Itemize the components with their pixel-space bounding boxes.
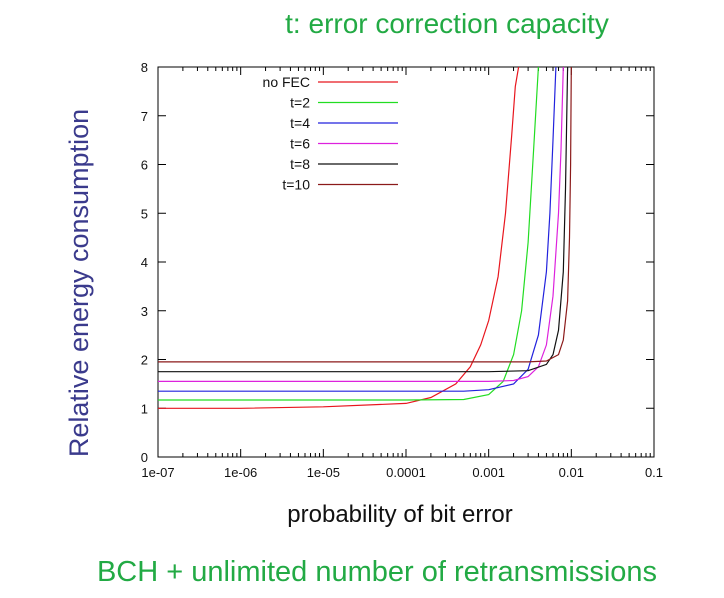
y-tick-label: 8	[141, 60, 148, 75]
y-tick-label: 4	[141, 255, 148, 270]
legend-label: t=10	[282, 177, 310, 193]
y-axis-label: Relative energy consumption	[64, 109, 94, 457]
series-lines	[158, 66, 572, 409]
x-axis-label: probability of bit error	[287, 501, 512, 528]
ticks	[157, 66, 655, 458]
y-tick-label: 3	[141, 304, 148, 319]
x-tick-labels: 1e-07 1e-06 1e-05 0.0001 0.001 0.01 0.1	[141, 465, 663, 480]
legend-label: t=8	[290, 156, 310, 172]
series-line	[158, 66, 569, 373]
x-tick-label: 0.0001	[386, 465, 426, 480]
y-tick-label: 0	[141, 450, 148, 465]
y-tick-label: 7	[141, 109, 148, 124]
bottom-caption: BCH + unlimited number of retransmission…	[96, 556, 658, 588]
x-tick-label: 0.1	[645, 465, 663, 480]
y-tick-label: 5	[141, 206, 148, 221]
series-line	[158, 66, 564, 382]
plot-frame	[157, 66, 655, 458]
legend-label: t=2	[290, 95, 310, 111]
series-line	[158, 66, 572, 363]
series-line	[158, 66, 557, 392]
x-tick-label: 1e-06	[224, 465, 257, 480]
legend: no FEC t=2 t=4 t=6 t=8 t=10	[263, 74, 398, 193]
y-tick-labels: 0 1 2 3 4 5 6 7 8	[141, 60, 148, 465]
y-tick-label: 1	[141, 401, 148, 416]
x-tick-label: 0.001	[472, 465, 505, 480]
x-tick-label: 1e-07	[141, 465, 174, 480]
x-tick-label: 1e-05	[307, 465, 340, 480]
y-tick-label: 6	[141, 158, 148, 173]
legend-label: no FEC	[263, 74, 310, 90]
legend-label: t=6	[290, 136, 310, 152]
legend-label: t=4	[290, 115, 310, 131]
series-line	[158, 66, 539, 401]
top-title: t: error correction capacity	[285, 8, 609, 39]
series-line	[158, 66, 520, 409]
y-tick-label: 2	[141, 353, 148, 368]
x-tick-label: 0.01	[559, 465, 584, 480]
